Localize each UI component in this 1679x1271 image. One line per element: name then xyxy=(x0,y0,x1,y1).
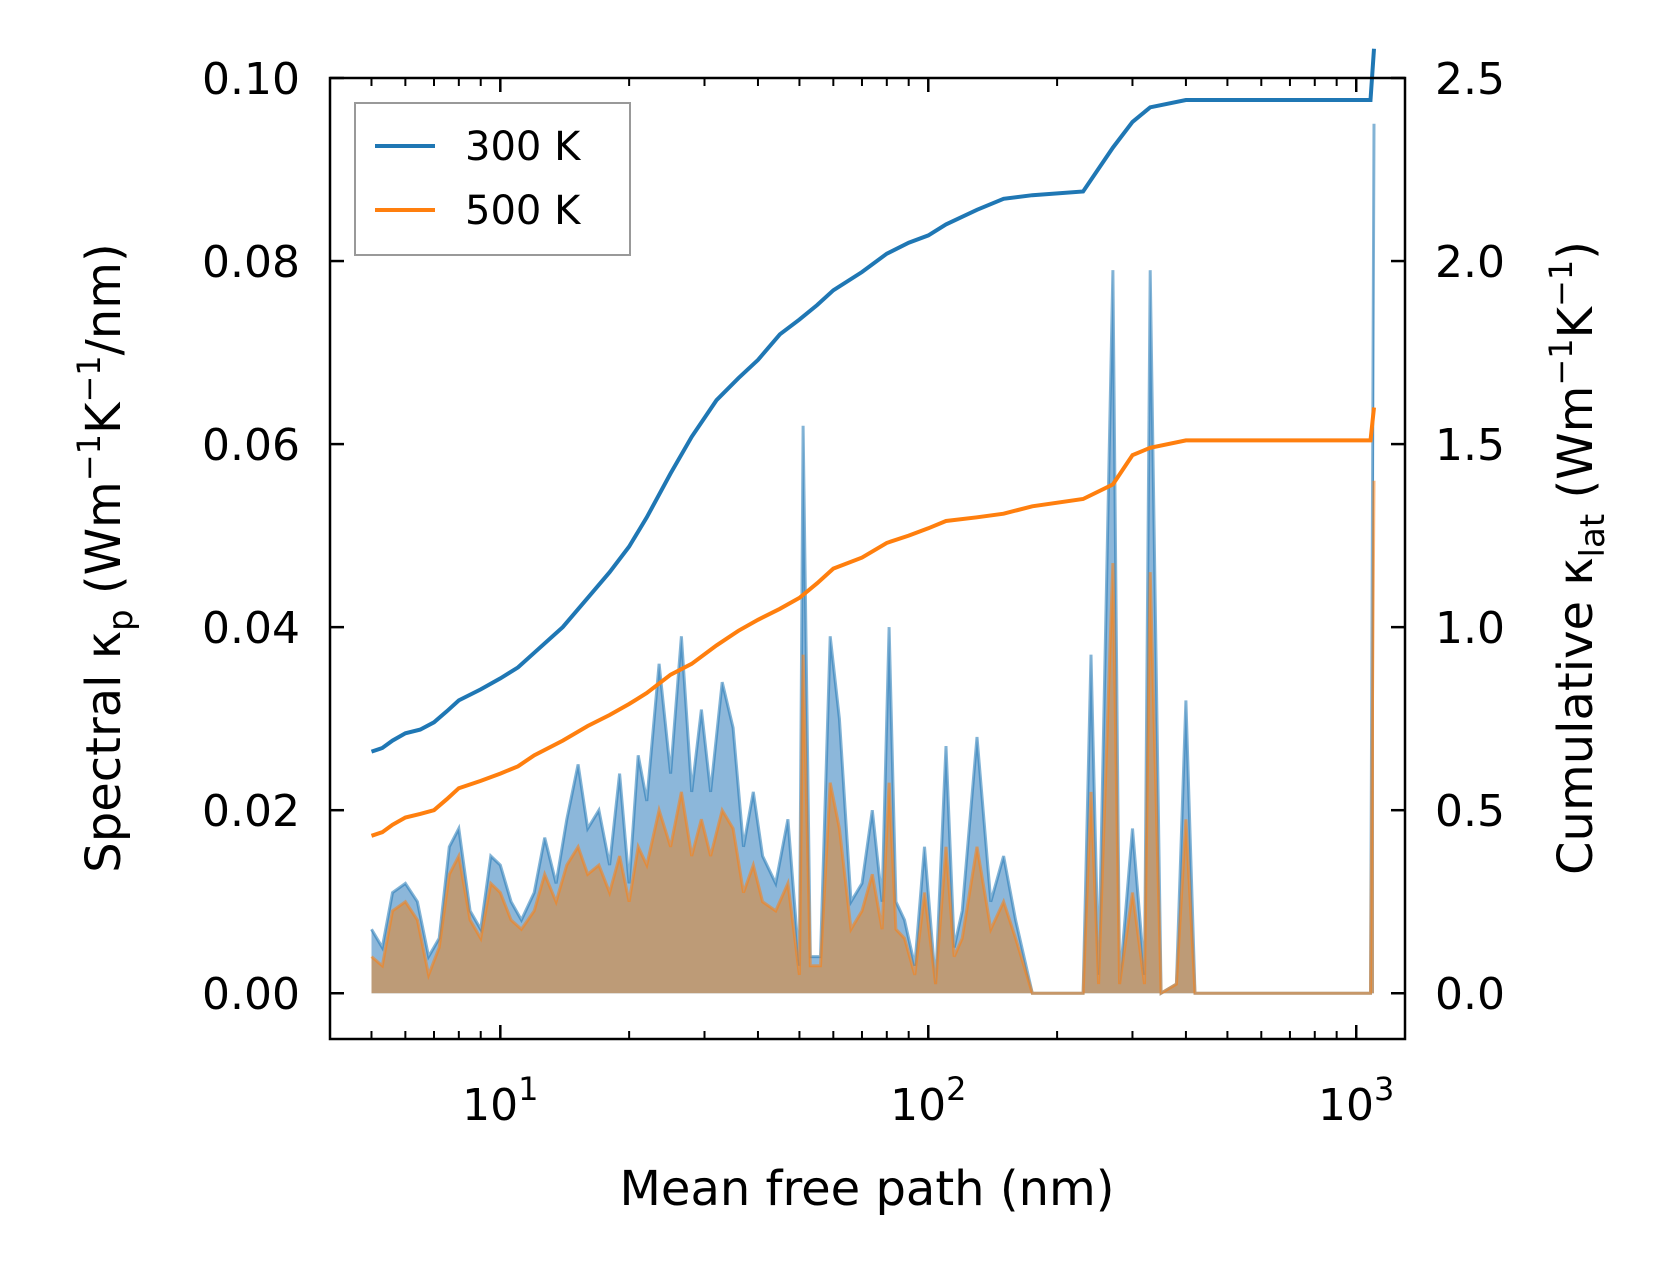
y-left-tick-label: 0.08 xyxy=(202,237,300,288)
x-axis-label: Mean free path (nm) xyxy=(620,1161,1115,1217)
spectral-area-500k xyxy=(371,480,1374,994)
y-right-tick-label: 0.0 xyxy=(1435,969,1505,1020)
y-left-tick-labels: 0.00 0.02 0.04 0.06 0.08 0.10 xyxy=(202,54,300,1020)
y-right-tick-label: 1.5 xyxy=(1435,420,1505,471)
y-right-tick-label: 2.0 xyxy=(1435,237,1505,288)
cumulative-line-300k xyxy=(370,48,1376,754)
spectral-line-500k xyxy=(370,480,1376,996)
spectral-fills xyxy=(370,123,1376,996)
y-right-axis-label: Cumulative κlat (Wm−1K−1) xyxy=(1542,241,1613,875)
x-tick-labels: 101 102 103 xyxy=(462,1070,1394,1131)
legend-label-500k: 500 K xyxy=(465,188,582,234)
x-tick-label: 102 xyxy=(890,1070,966,1131)
ticks xyxy=(329,76,1405,1039)
cumulative-line-500k xyxy=(370,407,1376,838)
legend: 300 K 500 K xyxy=(354,102,631,256)
legend-label-300k: 300 K xyxy=(465,124,582,170)
y-right-tick-label: 0.5 xyxy=(1435,786,1505,837)
y-left-tick-label: 0.04 xyxy=(202,603,300,654)
y-right-tick-label: 1.0 xyxy=(1435,603,1505,654)
legend-box xyxy=(354,102,631,256)
x-tick-label: 101 xyxy=(462,1070,538,1131)
y-right-tick-labels: 0.0 0.5 1.0 1.5 2.0 2.5 xyxy=(1435,54,1505,1020)
x-tick-label: 103 xyxy=(1318,1070,1394,1131)
cumulative-lines xyxy=(370,48,1376,838)
y-left-tick-label: 0.10 xyxy=(202,54,300,105)
y-right-tick-label: 2.5 xyxy=(1435,54,1505,105)
y-left-tick-label: 0.00 xyxy=(202,969,300,1020)
y-left-tick-label: 0.06 xyxy=(202,420,300,471)
y-left-axis-label: Spectral κp (Wm−1K−1/nm) xyxy=(70,243,141,872)
plot-frame xyxy=(328,76,1407,1041)
y-left-tick-label: 0.02 xyxy=(202,786,300,837)
